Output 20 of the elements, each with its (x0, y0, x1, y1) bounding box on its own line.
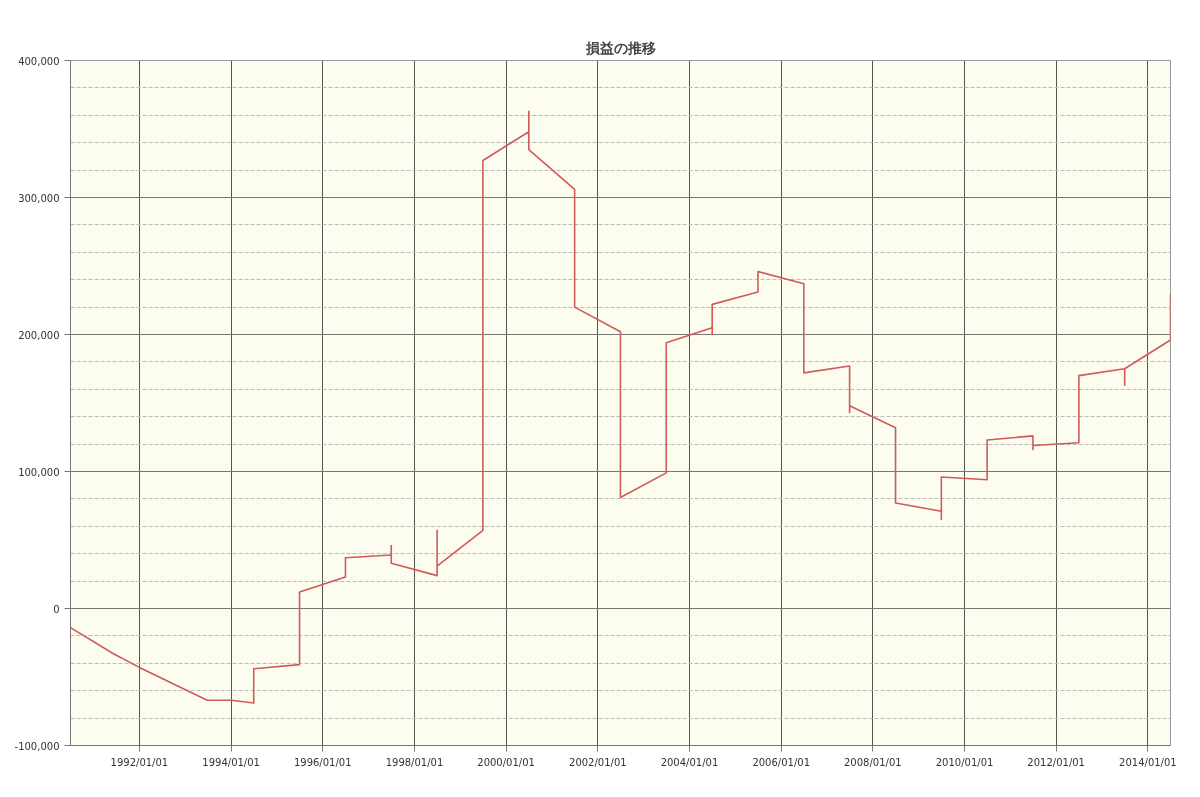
x-tick-label: 2002/01/01 (569, 756, 627, 768)
y-tick-label: 300,000 (18, 192, 60, 204)
x-tick-label: 2004/01/01 (660, 756, 719, 768)
y-tick-label: 400,000 (18, 55, 60, 67)
line-series (70, 110, 1171, 704)
x-tick-label: 2014/01/01 (1119, 756, 1177, 768)
x-tick-label: 1998/01/01 (385, 756, 444, 768)
x-tick-label: 1992/01/01 (110, 756, 169, 768)
x-tick-label: 1996/01/01 (293, 756, 352, 768)
y-tick-label: 100,000 (18, 466, 60, 478)
x-tick-label: 2012/01/01 (1027, 756, 1085, 768)
x-tick-label: 2010/01/01 (935, 756, 994, 768)
x-tick-label: 2006/01/01 (752, 756, 811, 768)
x-tick-label: 2008/01/01 (844, 756, 902, 768)
x-tick-label: 1994/01/01 (202, 756, 260, 768)
x-tick-label: 2000/01/01 (477, 756, 535, 768)
chart-title: 損益の推移 (584, 39, 656, 56)
y-tick-label: 200,000 (18, 329, 60, 341)
y-tick-label: 0 (53, 603, 60, 615)
y-tick-label: -100,000 (14, 740, 60, 752)
